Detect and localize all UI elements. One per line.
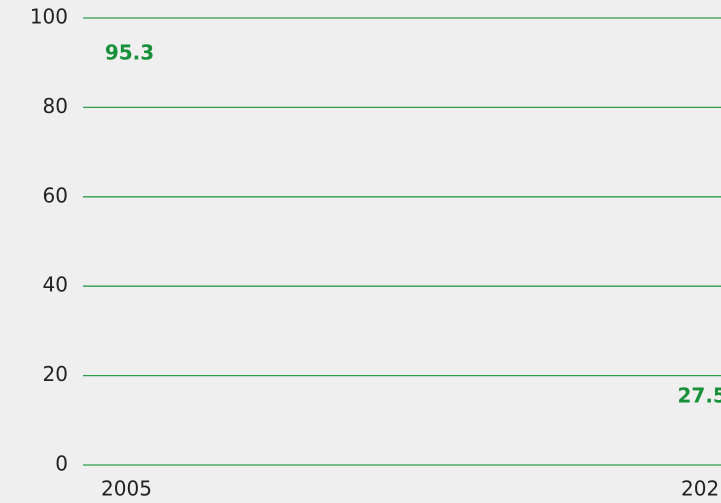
y-tick-label: 60 xyxy=(43,183,68,207)
x-tick-label: 2005 xyxy=(101,477,152,501)
y-tick-label: 20 xyxy=(43,362,68,386)
value-label: 95.3 xyxy=(105,41,154,65)
y-tick-label: 100 xyxy=(30,5,68,29)
y-tick-label: 40 xyxy=(43,273,68,297)
value-label: 27.5 xyxy=(678,384,721,408)
y-tick-label: 0 xyxy=(55,452,68,476)
x-tick-label: 2021 xyxy=(681,477,721,501)
y-tick-label: 80 xyxy=(43,94,68,118)
